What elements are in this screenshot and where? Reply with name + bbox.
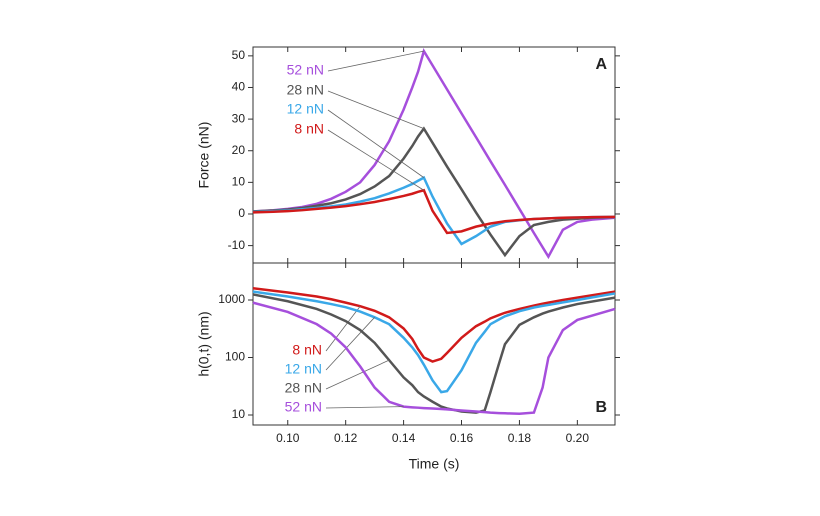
x-tick-label: 0.16 [450, 431, 474, 445]
series-line [252, 287, 616, 363]
series-label: 12 nN [287, 101, 324, 117]
series-line [252, 293, 616, 414]
leader-line [325, 305, 361, 352]
leader-line [325, 317, 375, 371]
x-tick-label: 0.10 [276, 431, 300, 445]
y-axis-title: Force (nN) [196, 122, 212, 189]
plot-frame [252, 262, 616, 426]
leader-line [325, 406, 404, 409]
y-tick-label: 1000 [218, 292, 245, 306]
series-label: 12 nN [285, 361, 322, 377]
y-tick-label: 50 [232, 48, 246, 62]
leader-line [327, 90, 425, 129]
y-tick-label: 0 [238, 206, 245, 220]
leader-line [325, 359, 390, 390]
y-tick-label: 30 [232, 111, 246, 125]
series-label: 52 nN [285, 399, 322, 415]
panel-label: B [595, 399, 607, 416]
leader-line [327, 50, 424, 72]
y-axis-title: h(0,t) (nm) [196, 311, 212, 376]
x-tick-label: 0.12 [334, 431, 358, 445]
series-line [252, 290, 616, 394]
y-tick-label: 40 [232, 80, 246, 94]
x-axis-title: Time (s) [409, 456, 460, 472]
y-tick-label: 20 [232, 143, 246, 157]
leader-line [327, 129, 425, 191]
panel-label: A [595, 56, 607, 73]
x-tick-label: 0.20 [566, 431, 590, 445]
x-tick-label: 0.14 [392, 431, 416, 445]
series-label: 52 nN [287, 62, 324, 78]
series-label: 8 nN [292, 342, 322, 358]
leader-line [327, 109, 425, 178]
y-tick-label: 100 [225, 350, 245, 364]
series-label: 28 nN [285, 380, 322, 396]
y-tick-label: -10 [228, 238, 246, 252]
series-line [252, 301, 616, 416]
series-label: 28 nN [287, 82, 324, 98]
x-tick-label: 0.18 [508, 431, 532, 445]
y-tick-label: 10 [232, 407, 246, 421]
series-label: 8 nN [294, 121, 324, 137]
y-tick-label: 10 [232, 175, 246, 189]
plot-frame [252, 46, 616, 264]
